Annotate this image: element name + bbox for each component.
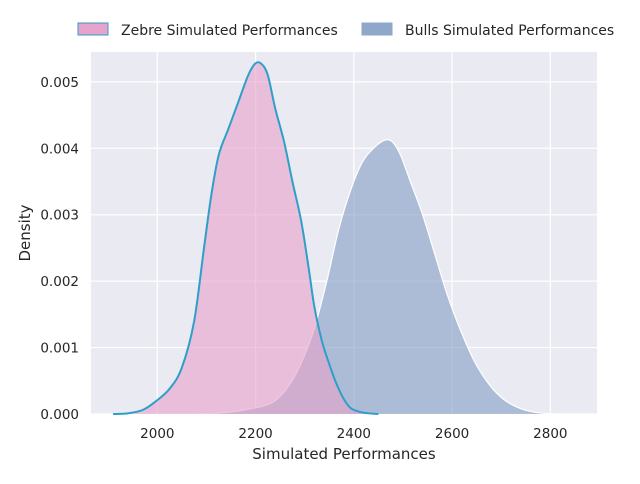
- y-tick-labels: 0.000 0.001 0.002 0.003 0.004 0.005: [40, 75, 79, 423]
- y-tick-label: 0.000: [40, 407, 79, 423]
- x-tick-label: 2000: [140, 426, 174, 442]
- density-areas: [113, 61, 575, 415]
- y-axis-label: Density: [16, 204, 34, 261]
- density-area-zebre: [113, 62, 379, 415]
- x-tick-label: 2800: [533, 426, 567, 442]
- y-tick-label: 0.005: [40, 75, 79, 91]
- x-tick-label: 2400: [337, 426, 371, 442]
- legend-label-zebre[interactable]: Zebre Simulated Performances: [121, 23, 338, 39]
- x-tick-label: 2200: [238, 426, 272, 442]
- y-tick-label: 0.003: [40, 208, 79, 224]
- legend-swatch-zebre[interactable]: [77, 22, 109, 36]
- density-area-bulls: [186, 139, 575, 415]
- x-tick-labels: 2000 2200 2400 2600 2800: [140, 426, 567, 442]
- y-tick-label: 0.001: [40, 341, 79, 357]
- density-line-zebre: [113, 61, 379, 415]
- x-axis-label: Simulated Performances: [252, 445, 436, 463]
- x-tick-label: 2600: [435, 426, 469, 442]
- legend-swatch-bulls[interactable]: [361, 22, 393, 36]
- y-tick-label: 0.002: [40, 274, 79, 290]
- legend[interactable]: Zebre Simulated Performances Bulls Simul…: [77, 22, 614, 39]
- y-tick-label: 0.004: [40, 141, 79, 157]
- legend-label-bulls[interactable]: Bulls Simulated Performances: [405, 23, 614, 39]
